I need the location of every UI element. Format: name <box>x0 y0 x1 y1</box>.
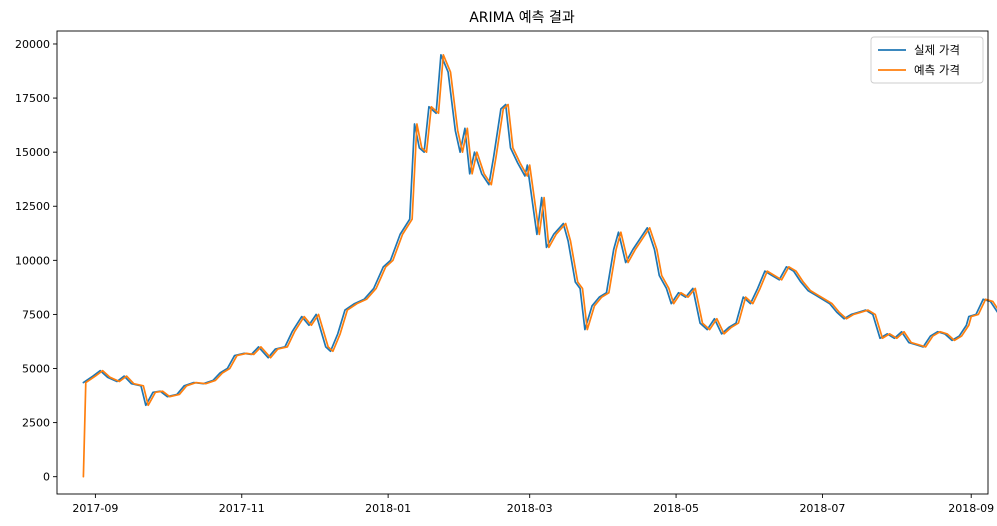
x-tick-label: 2018-03 <box>507 502 553 515</box>
y-tick-label: 0 <box>43 471 50 484</box>
series-line-predicted <box>82 53 997 478</box>
chart-title: ARIMA 예측 결과 <box>469 10 575 26</box>
y-tick-label: 17500 <box>15 92 50 105</box>
x-tick-label: 2017-09 <box>72 502 118 515</box>
x-tick-label: 2018-09 <box>948 502 994 515</box>
plot-area: 0 2500 5000 7500 10000 12500 15000 17500 20000 20… <box>15 38 997 515</box>
axes-frame <box>56 30 989 495</box>
x-tick-label: 2017-11 <box>219 502 265 515</box>
y-tick-label: 12500 <box>15 200 50 213</box>
x-tick-label: 2018-01 <box>365 502 411 515</box>
x-tick-label: 2018-07 <box>799 502 845 515</box>
legend-box <box>870 36 984 84</box>
y-tick-label: 7500 <box>22 308 50 321</box>
legend: 실제 가격 예측 가격 <box>870 36 984 84</box>
legend-label-predicted: 예측 가격 <box>914 63 960 77</box>
y-tick-label: 10000 <box>15 254 50 267</box>
y-tick-label: 15000 <box>15 146 50 159</box>
y-tick-label: 20000 <box>15 38 50 51</box>
y-tick-label: 5000 <box>22 363 50 376</box>
legend-label-actual: 실제 가격 <box>914 43 960 57</box>
x-tick-label: 2018-05 <box>653 502 699 515</box>
y-tick-label: 2500 <box>22 417 50 430</box>
